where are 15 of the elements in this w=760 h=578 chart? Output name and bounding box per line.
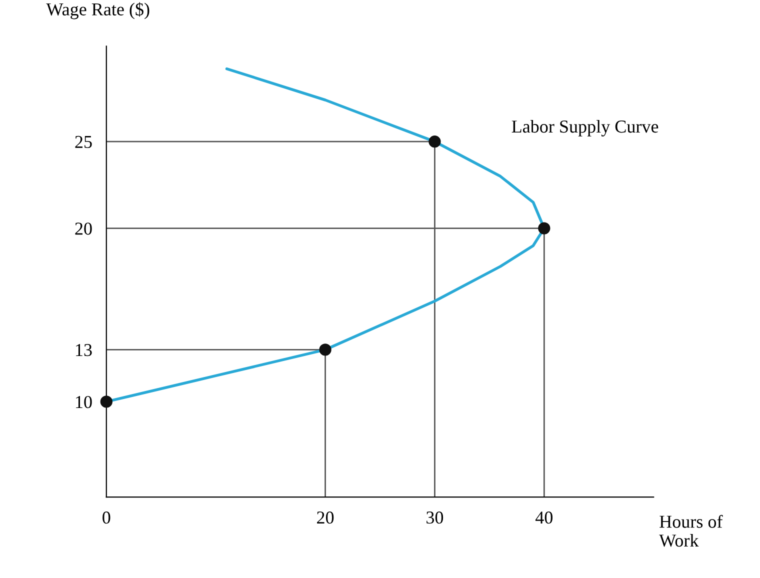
point [428,136,441,148]
point [100,396,112,408]
x-tick-label: 40 [535,511,552,524]
y-tick-label: 25 [75,136,92,148]
y-axis-title: Wage Rate ($) [46,2,150,20]
y-tick-label: 13 [76,344,92,356]
x-axis-title: Hours of Work [659,514,723,547]
x-tick-label: 20 [317,511,334,524]
y-tick-label: 20 [75,222,92,235]
point [538,222,550,234]
y-tick-label: 10 [76,396,92,408]
annotation: Labor Supply Curve [512,120,658,136]
point [319,344,332,356]
x-tick-label: 30 [426,511,444,524]
x-tick-label: 0 [102,511,110,524]
